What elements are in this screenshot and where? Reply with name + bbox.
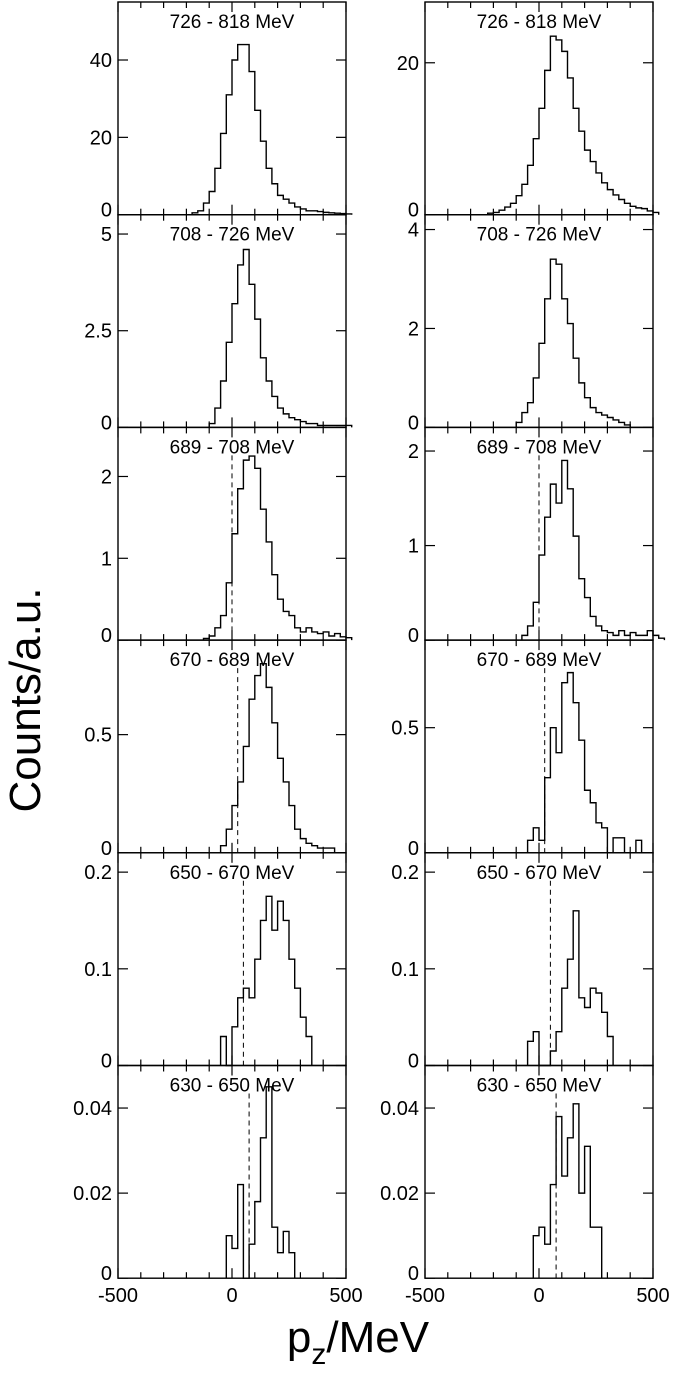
histogram-series	[225, 1086, 296, 1279]
x-tick-label: -500	[405, 1285, 445, 1307]
y-tick-label: 4	[408, 220, 419, 242]
energy-range-label: 650 - 670 MeV	[477, 863, 602, 884]
y-tick-label: 2.5	[84, 321, 112, 343]
energy-range-label: 630 - 650 MeV	[170, 1076, 295, 1097]
panel-frame	[424, 213, 654, 429]
y-tick-label: 0.5	[391, 718, 419, 740]
panel-r1-c1: 0 20 40 726 - 818 MeV	[90, 1, 353, 222]
histogram-series	[219, 895, 313, 1067]
panel-r4-c1: 0 0.5 670 - 689 MeV	[84, 639, 347, 860]
energy-range-label: 670 - 689 MeV	[170, 650, 295, 671]
energy-range-label: 650 - 670 MeV	[170, 863, 295, 884]
y-tick-label: 20	[90, 127, 112, 149]
y-tick-label: 0.04	[73, 1098, 112, 1120]
panel-frame	[117, 1, 347, 216]
panel-r3-c1: 0 1 2 689 - 708 MeV	[101, 426, 353, 647]
y-tick-label: 0	[101, 1051, 112, 1073]
panel-r4-c2: 0 0.5 670 - 689 MeV	[391, 639, 654, 860]
y-axis-title: Counts/a.u.	[1, 587, 50, 812]
y-tick-label: 20	[397, 53, 419, 75]
x-tick-label: 0	[533, 1285, 544, 1307]
x-tick-label: 0	[226, 1285, 237, 1307]
y-tick-label: 0.2	[391, 862, 419, 884]
energy-range-label: 726 - 818 MeV	[477, 12, 602, 33]
panel-r3-c2: 0 1 2 689 - 708 MeV	[408, 426, 666, 647]
energy-range-label: 689 - 708 MeV	[170, 437, 295, 458]
histogram-series	[532, 1103, 603, 1279]
y-tick-label: 2	[408, 318, 419, 340]
y-tick-label: 0.1	[391, 959, 419, 981]
energy-range-label: 708 - 726 MeV	[477, 225, 602, 246]
histogram-series	[487, 35, 660, 215]
histogram-series	[526, 671, 643, 854]
panel-r5-c1: 0 0.1 0.2 650 - 670 MeV	[84, 852, 347, 1073]
y-tick-label: 0	[408, 1051, 419, 1073]
energy-range-label: 670 - 689 MeV	[477, 650, 602, 671]
histogram-series	[521, 459, 666, 641]
panel-r5-c2: 0 0.1 0.2 650 - 670 MeV	[391, 852, 654, 1073]
y-tick-label: 1	[101, 548, 112, 570]
y-tick-label: 0.02	[380, 1183, 419, 1205]
histogram-series	[526, 910, 614, 1067]
x-axis-title-unit: /MeV	[326, 1313, 429, 1362]
x-axis-title-subscript: z	[311, 1338, 326, 1371]
x-tick-label: 500	[329, 1285, 362, 1307]
histogram-series	[219, 663, 336, 853]
histogram-series	[515, 258, 631, 428]
y-tick-label: 0	[101, 838, 112, 860]
panel-r2-c1: 0 2.5 5 708 - 726 MeV	[84, 213, 353, 434]
energy-range-label: 726 - 818 MeV	[170, 12, 295, 33]
y-tick-label: 0	[408, 838, 419, 860]
y-tick-label: 0.5	[84, 725, 112, 747]
y-tick-label: 0	[408, 200, 419, 222]
y-tick-label: 0.02	[73, 1183, 112, 1205]
panel-frame	[424, 1064, 654, 1279]
y-tick-label: 0	[101, 200, 112, 222]
histogram-series	[208, 248, 353, 428]
x-tick-label: 500	[636, 1285, 669, 1307]
energy-range-label: 630 - 650 MeV	[477, 1076, 602, 1097]
y-tick-label: 1	[408, 536, 419, 558]
y-tick-label: 0	[408, 412, 419, 434]
y-tick-label: 40	[90, 50, 112, 72]
y-tick-label: 0.1	[84, 959, 112, 981]
y-tick-label: 0.04	[380, 1098, 419, 1120]
energy-range-label: 689 - 708 MeV	[477, 437, 602, 458]
panel-r2-c2: 0 2 4 708 - 726 MeV	[408, 213, 654, 434]
y-tick-label: 0.2	[84, 862, 112, 884]
x-axis-title: pz/MeV	[287, 1313, 430, 1371]
panel-r1-c2: 0 20 726 - 818 MeV	[397, 1, 660, 222]
y-tick-label: 0	[101, 625, 112, 647]
y-tick-label: 0	[408, 625, 419, 647]
histogram-series	[191, 43, 353, 215]
y-tick-label: 5	[101, 224, 112, 246]
y-tick-label: 0	[101, 1263, 112, 1285]
histogram-series	[202, 455, 353, 641]
y-tick-label: 0	[408, 1263, 419, 1285]
energy-range-label: 708 - 726 MeV	[170, 225, 295, 246]
y-tick-label: 2	[101, 466, 112, 488]
x-tick-label: -500	[98, 1285, 138, 1307]
y-tick-label: 2	[408, 441, 419, 463]
panel-frame	[424, 639, 654, 854]
x-axis-title-main: p	[287, 1313, 311, 1362]
y-tick-label: 0	[101, 412, 112, 434]
